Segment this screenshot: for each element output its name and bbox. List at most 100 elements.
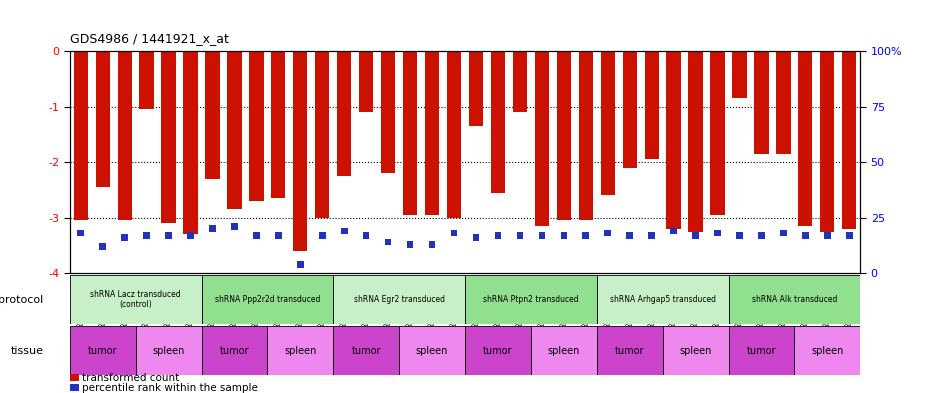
Text: tumor: tumor [88,346,117,356]
Bar [363,232,369,239]
Bar [516,232,524,239]
Bar [253,232,259,239]
Bar [798,51,813,226]
Bar [671,228,677,234]
Bar [557,51,571,220]
Text: shRNA Arhgap5 transduced: shRNA Arhgap5 transduced [610,295,715,304]
Bar [136,326,202,375]
Bar [359,51,373,112]
Bar [403,51,418,215]
Text: shRNA Ppp2r2d transduced: shRNA Ppp2r2d transduced [215,295,320,304]
Text: spleen: spleen [811,346,844,356]
Bar [183,51,198,234]
Bar [202,326,267,375]
Bar [143,232,150,239]
Bar [429,241,435,248]
Bar [121,234,128,241]
Bar [597,326,662,375]
Bar [333,326,399,375]
Bar [714,230,721,237]
Bar [582,232,589,239]
Bar [297,261,303,268]
Bar [824,232,830,239]
Bar [166,232,172,239]
Bar [758,232,764,239]
Bar [77,230,84,237]
Bar [843,51,857,229]
Bar [451,230,458,237]
Bar [96,51,110,187]
Bar [728,275,860,324]
Text: tissue: tissue [10,346,44,356]
Bar [732,51,747,98]
Text: tumor: tumor [747,346,777,356]
Bar [272,51,286,198]
Bar [209,226,216,232]
Text: tumor: tumor [484,346,512,356]
Bar [711,51,724,215]
Bar [70,275,202,324]
Bar [802,232,809,239]
Bar [385,239,392,245]
Bar [688,51,703,231]
Bar [202,275,333,324]
Bar [472,234,479,241]
Bar [333,275,465,324]
Bar [644,51,658,159]
Bar [232,223,238,230]
Bar [227,51,242,209]
Bar [319,232,325,239]
Text: spleen: spleen [153,346,185,356]
Bar [162,51,176,223]
Bar [465,275,597,324]
Bar [399,326,465,375]
Text: tumor: tumor [615,346,644,356]
Bar [531,326,597,375]
Bar [535,51,549,226]
Bar [73,51,87,220]
Text: tumor: tumor [219,346,249,356]
Bar [561,232,567,239]
Bar [601,51,615,195]
Bar [293,51,308,251]
Bar [267,326,333,375]
Bar [754,51,768,154]
Bar [578,51,593,220]
Bar [846,232,853,239]
Text: shRNA Alk transduced: shRNA Alk transduced [751,295,837,304]
Text: spleen: spleen [548,346,580,356]
Bar [187,232,193,239]
Text: tumor: tumor [352,346,381,356]
Bar [465,326,531,375]
Text: protocol: protocol [0,295,44,305]
Bar [117,51,132,220]
Bar [341,228,348,234]
Bar [538,232,545,239]
Bar [447,51,461,218]
Text: shRNA Ptpn2 transduced: shRNA Ptpn2 transduced [483,295,578,304]
Bar [737,232,743,239]
Bar [728,326,794,375]
Bar [667,51,681,229]
Bar [512,51,527,112]
Bar [206,51,219,179]
Bar [140,51,153,109]
Text: shRNA Egr2 transduced: shRNA Egr2 transduced [353,295,445,304]
Bar [604,230,611,237]
Bar [469,51,483,126]
Bar [337,51,352,176]
Bar [777,51,790,154]
Bar [406,241,414,248]
Bar [249,51,263,201]
Text: percentile rank within the sample: percentile rank within the sample [82,383,258,393]
Bar [597,275,728,324]
Bar [794,326,860,375]
Bar [662,326,728,375]
Bar [381,51,395,173]
Bar [70,326,136,375]
Bar [648,232,655,239]
Bar [315,51,329,218]
Bar [275,232,282,239]
Text: spleen: spleen [416,346,448,356]
Bar [622,51,637,168]
